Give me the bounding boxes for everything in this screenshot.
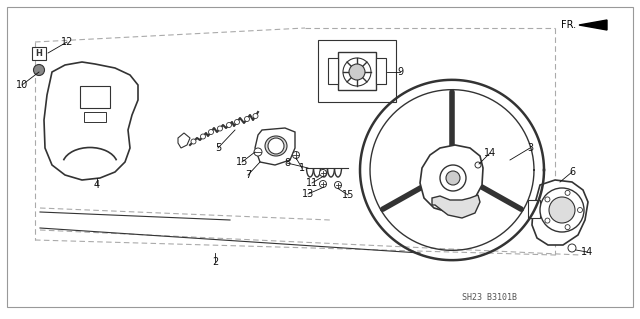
Bar <box>80 86 110 108</box>
Polygon shape <box>532 180 588 245</box>
Circle shape <box>33 64 45 76</box>
Circle shape <box>545 218 550 223</box>
Circle shape <box>440 165 466 191</box>
Circle shape <box>349 64 365 80</box>
Text: 13: 13 <box>302 189 314 199</box>
Polygon shape <box>255 128 295 165</box>
Text: 12: 12 <box>61 37 73 47</box>
Circle shape <box>200 134 205 139</box>
Circle shape <box>475 162 481 168</box>
Text: 14: 14 <box>484 148 496 158</box>
Text: 11: 11 <box>306 178 318 188</box>
Bar <box>84 112 106 122</box>
Circle shape <box>209 130 214 135</box>
Text: 8: 8 <box>284 158 290 168</box>
Text: 9: 9 <box>397 67 403 77</box>
Bar <box>376 58 386 84</box>
Circle shape <box>565 190 570 195</box>
Circle shape <box>319 169 326 176</box>
Text: 15: 15 <box>236 157 248 167</box>
Circle shape <box>268 138 284 154</box>
Bar <box>328 58 338 84</box>
Circle shape <box>577 207 582 212</box>
Circle shape <box>335 182 342 189</box>
Circle shape <box>253 114 258 118</box>
Polygon shape <box>432 195 480 218</box>
Circle shape <box>254 148 262 156</box>
Circle shape <box>568 244 576 252</box>
Polygon shape <box>420 145 483 212</box>
Circle shape <box>540 188 584 232</box>
Circle shape <box>446 171 460 185</box>
Polygon shape <box>44 62 138 180</box>
Text: 15: 15 <box>342 190 354 200</box>
Text: 1: 1 <box>299 163 305 173</box>
Text: SH23 B3101B: SH23 B3101B <box>463 293 518 302</box>
Circle shape <box>565 225 570 230</box>
Polygon shape <box>178 133 190 148</box>
Circle shape <box>234 120 239 124</box>
Text: 7: 7 <box>245 170 251 180</box>
FancyBboxPatch shape <box>528 200 540 218</box>
Text: H: H <box>36 49 42 58</box>
Text: 2: 2 <box>212 257 218 267</box>
Text: 5: 5 <box>215 143 221 153</box>
Text: 4: 4 <box>94 180 100 190</box>
Text: 14: 14 <box>581 247 593 257</box>
Polygon shape <box>579 20 607 30</box>
Circle shape <box>319 181 326 188</box>
Circle shape <box>549 197 575 223</box>
Bar <box>318 40 396 102</box>
Ellipse shape <box>265 136 287 156</box>
Circle shape <box>191 139 196 144</box>
Circle shape <box>292 152 300 159</box>
Text: FR.: FR. <box>561 20 576 30</box>
Text: 6: 6 <box>569 167 575 177</box>
Circle shape <box>545 197 550 202</box>
Circle shape <box>244 116 250 122</box>
Text: 10: 10 <box>16 80 28 90</box>
Circle shape <box>218 126 223 131</box>
FancyBboxPatch shape <box>32 47 46 60</box>
Circle shape <box>227 122 232 128</box>
FancyBboxPatch shape <box>338 52 376 90</box>
Text: 3: 3 <box>527 143 533 153</box>
